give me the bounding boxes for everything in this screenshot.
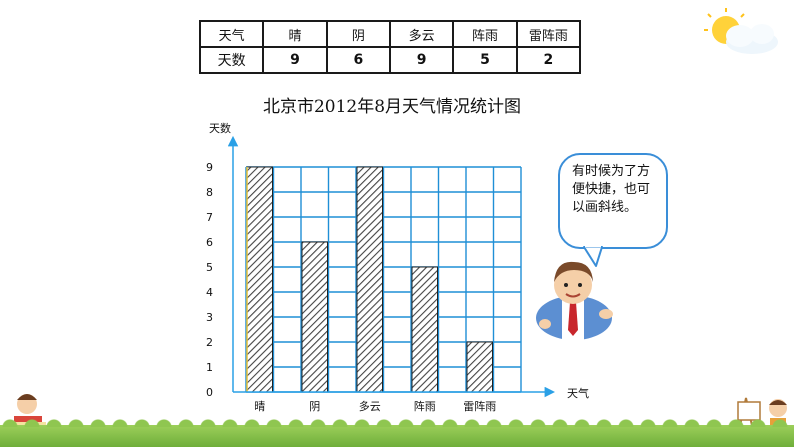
y-tick-label: 5 (206, 261, 213, 274)
x-tick-label: 雷阵雨 (463, 399, 496, 413)
boy-illustration (536, 261, 613, 340)
x-tick-label: 阴 (309, 400, 320, 413)
weather-table: 天气 晴 阴 多云 阵雨 雷阵雨 天数 9 6 9 5 2 (198, 20, 582, 74)
table-cell: 5 (452, 46, 518, 74)
table-header-row: 天气 晴 阴 多云 阵雨 雷阵雨 (198, 20, 582, 48)
chart-title: 北京市2012年8月天气情况统计图 (262, 97, 522, 117)
table-header-label: 天气 (198, 20, 265, 48)
sun-cloud-icon (704, 8, 778, 54)
x-tick-label: 多云 (359, 399, 381, 413)
axes (227, 135, 556, 398)
x-tick-label: 晴 (254, 400, 265, 413)
y-tick-label: 4 (206, 286, 213, 299)
y-axis-label: 天数 (209, 122, 231, 135)
table-col-header: 阵雨 (452, 20, 518, 48)
chart-title-wrap: 北京市2012年8月天气情况统计图 (0, 92, 794, 117)
bubble-line: 以画斜线。 (572, 200, 638, 215)
bubble-line: 便快捷，也可 (572, 182, 651, 197)
table-cell: 6 (325, 46, 391, 74)
grass-decoration (0, 419, 794, 447)
y-tick-label: 0 (206, 386, 213, 399)
speech-bubble: 有时候为了方 便快捷，也可 以画斜线。 (558, 153, 668, 249)
bubble-line: 有时候为了方 (572, 164, 651, 179)
bar-2 (356, 166, 383, 393)
bars (246, 166, 493, 393)
table-cell: 2 (515, 46, 582, 74)
x-tick-label: 阵雨 (414, 399, 436, 413)
y-tick-label: 3 (206, 311, 213, 324)
y-tick-label: 1 (206, 361, 213, 374)
bar-3 (411, 266, 438, 393)
table-col-header: 多云 (388, 20, 455, 48)
y-tick-label: 8 (206, 186, 213, 199)
table-col-header: 阴 (325, 20, 391, 48)
table-cell: 9 (388, 46, 455, 74)
bar-0 (246, 166, 273, 393)
y-tick-label: 7 (206, 211, 213, 224)
bar-4 (466, 341, 493, 393)
table-col-header: 雷阵雨 (515, 20, 582, 48)
x-axis-label: 天气 (567, 386, 589, 400)
table-value-label: 天数 (198, 46, 265, 74)
y-tick-label: 2 (206, 336, 213, 349)
table-value-row: 天数 9 6 9 5 2 (198, 46, 582, 74)
grid (245, 166, 522, 393)
y-tick-label: 9 (206, 161, 213, 174)
bar-1 (301, 241, 328, 393)
table-cell: 9 (262, 46, 328, 74)
table-col-header: 晴 (262, 20, 328, 48)
y-tick-label: 6 (206, 236, 213, 249)
